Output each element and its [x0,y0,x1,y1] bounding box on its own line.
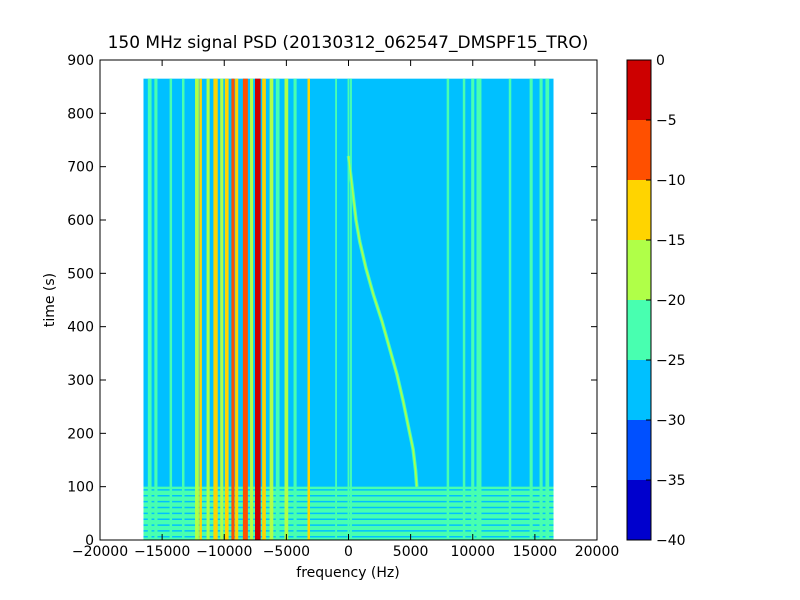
spectral-line [293,78,297,540]
plot-area [143,78,554,540]
x-axis-ticks: −20000 −15000 −10000 −5000 0 5000 10000 15000 20… [72,60,619,560]
x-tick-label: 5000 [393,544,429,560]
y-tick-label: 600 [67,213,94,229]
colorbar-level [627,300,651,360]
y-axis-ticks: 0 100 200 300 400 500 600 700 800 900 [67,53,597,549]
spectral-line [231,78,235,540]
y-tick-label: 900 [67,53,94,69]
y-tick-label: 800 [67,106,94,122]
x-tick-label: 0 [344,544,353,560]
spectral-line [206,78,210,540]
spectral-line [284,78,289,540]
spectral-line [154,78,158,540]
colorbar-tick-label: −5 [656,113,677,129]
y-tick-label: 300 [67,373,94,389]
spectral-line [471,78,475,540]
spectral-line [347,78,350,540]
spectral-line [335,78,338,540]
colorbar-tick-label: −15 [656,233,686,249]
spectral-line [446,78,450,540]
spectral-line [169,78,173,540]
colorbar-level [627,360,651,420]
colorbar-tick-label: −25 [656,353,686,369]
colorbar-level [627,180,651,240]
spectral-line [250,78,254,540]
colorbar-tick-label: −40 [656,533,686,549]
colorbar-tick-label: −35 [656,473,686,489]
spectral-line [529,78,533,540]
y-tick-label: 500 [67,266,94,282]
x-tick-label: −20000 [72,544,128,560]
x-tick-label: 15000 [513,544,558,560]
x-tick-label: −5000 [263,544,310,560]
chart-title: 150 MHz signal PSD (20130312_062547_DMSP… [108,33,589,53]
y-tick-label: 700 [67,160,94,176]
spectral-line [462,78,466,540]
spectral-line [508,78,512,540]
colorbar-tick-label: 0 [656,53,665,69]
spectral-line [147,78,152,540]
spectral-line [242,78,248,540]
colorbar-tick-label: −10 [656,173,686,189]
colorbar-ticks: 0 −5 −10 −15 −20 −25 −30 −35 −40 [646,53,686,549]
spectral-line [307,78,310,540]
y-axis-label: time (s) [42,273,58,327]
spectral-line [350,78,352,540]
x-tick-label: −10000 [196,544,252,560]
y-tick-label: 400 [67,320,94,336]
spectral-line [539,78,543,540]
spectral-line [224,78,229,540]
colorbar-level [627,480,651,540]
spectral-line [199,78,202,540]
colorbar-tick-label: −30 [656,413,686,429]
colorbar-level [627,60,651,120]
colorbar-level [627,120,651,180]
spectral-line [213,78,218,540]
spectral-line [269,78,274,540]
x-tick-label: −15000 [134,544,190,560]
y-tick-label: 200 [67,426,94,442]
doppler-trace [347,155,418,487]
y-tick-label: 0 [85,533,94,549]
spectral-line [195,78,199,540]
colorbar-level [627,240,651,300]
colorbar-level [627,420,651,480]
spectral-line [262,78,266,540]
x-tick-label: 10000 [450,544,495,560]
x-tick-label: 20000 [575,544,620,560]
spectral-line [275,78,280,540]
x-axis-label: frequency (Hz) [296,565,399,581]
y-tick-label: 100 [67,480,94,496]
spectral-line [476,78,482,540]
spectral-line [255,78,261,540]
spectral-line [545,78,550,540]
spectral-line [220,78,224,540]
spectral-line [182,78,185,540]
colorbar-tick-label: −20 [656,293,686,309]
colorbar [627,60,651,540]
spectral-line [235,78,239,540]
